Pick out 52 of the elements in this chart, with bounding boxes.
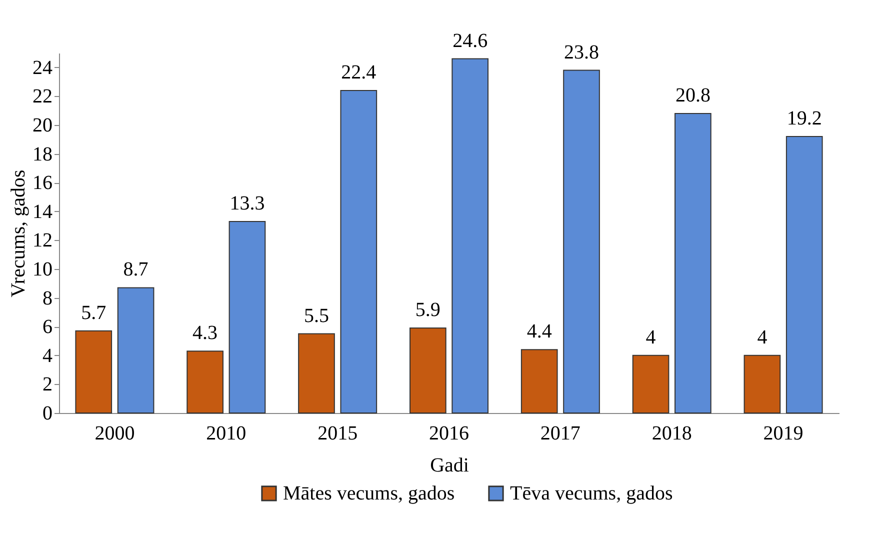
y-tick-label: 4 <box>42 344 52 367</box>
y-tick-label: 0 <box>42 402 52 424</box>
y-tick-label: 6 <box>42 316 52 338</box>
bar <box>786 136 823 414</box>
x-tick-label: 2017 <box>540 422 580 444</box>
x-tick-label: 2010 <box>206 422 246 444</box>
data-label: 4 <box>757 326 768 348</box>
bar <box>744 354 781 414</box>
bar <box>452 58 488 414</box>
x-tick-label: 2000 <box>94 422 135 444</box>
bar <box>117 287 154 414</box>
x-tick-label: 2018 <box>652 422 692 444</box>
legend-label: Mātes vecums, gados <box>283 482 455 504</box>
bar <box>75 330 112 414</box>
data-label: 8.7 <box>123 258 148 281</box>
y-tick-label: 20 <box>32 114 52 136</box>
data-label: 13.3 <box>230 192 265 214</box>
y-axis-title: Vrecums, gados <box>8 169 30 298</box>
y-tick-label: 14 <box>32 200 52 223</box>
y-tick-label: 18 <box>32 143 52 166</box>
bar <box>520 349 558 414</box>
data-label: 22.4 <box>341 61 376 84</box>
bar <box>410 328 446 414</box>
y-tick-label: 10 <box>32 258 52 280</box>
y-tick-label: 16 <box>32 172 52 194</box>
bar <box>186 350 224 414</box>
data-label: 19.2 <box>786 108 822 130</box>
y-tick-label: 12 <box>32 230 52 252</box>
x-tick-label: 2015 <box>318 422 358 444</box>
data-label: 4 <box>646 326 656 348</box>
x-tick-label: 2016 <box>429 422 469 444</box>
bar <box>563 70 600 414</box>
data-label: 5.9 <box>415 299 440 322</box>
bar <box>674 112 712 414</box>
data-label: 23.8 <box>564 41 600 64</box>
y-tick-label: 2 <box>42 374 52 396</box>
bar <box>298 333 335 414</box>
legend-label: Tēva vecums, gados <box>510 482 673 504</box>
y-tick-label: 22 <box>32 86 52 108</box>
data-label: 20.8 <box>675 84 710 106</box>
data-label: 24.6 <box>452 30 488 52</box>
x-axis-title: Gadi <box>430 454 470 476</box>
data-label: 5.7 <box>81 302 106 324</box>
y-tick-label: 24 <box>32 56 52 79</box>
bar <box>632 354 670 414</box>
data-label: 4.4 <box>526 320 552 343</box>
bar <box>228 220 266 414</box>
y-tick-label: 8 <box>42 287 52 310</box>
data-label: 5.5 <box>304 304 329 327</box>
data-label: 4.3 <box>192 322 218 344</box>
x-tick-label: 2019 <box>763 422 804 444</box>
bar <box>340 90 378 414</box>
